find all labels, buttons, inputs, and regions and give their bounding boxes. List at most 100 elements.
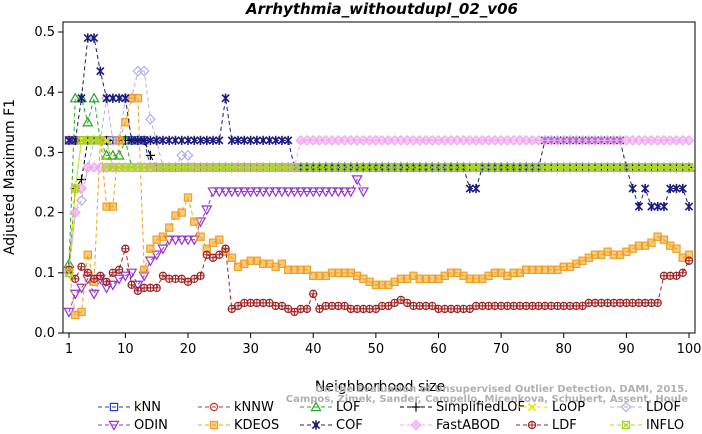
- legend-label: LDOF: [646, 400, 681, 415]
- legend-item-simplifiedlof: SimplifiedLOF: [400, 400, 525, 415]
- data-point: [202, 135, 211, 145]
- legend-marker: [621, 420, 631, 430]
- data-point: [77, 307, 86, 317]
- data-point: [666, 183, 675, 194]
- data-point: [158, 135, 168, 145]
- series-inflo: [64, 136, 694, 278]
- data-point: [684, 163, 694, 172]
- data-point: [75, 283, 88, 294]
- data-point: [107, 149, 119, 160]
- data-point: [307, 187, 319, 198]
- data-point: [653, 298, 662, 308]
- data-point: [89, 33, 99, 43]
- data-point: [114, 136, 124, 145]
- data-point: [119, 271, 131, 282]
- data-point: [215, 235, 224, 244]
- data-point: [277, 135, 287, 145]
- data-point: [71, 274, 80, 284]
- legend-item-knnw: kNNW: [198, 400, 274, 415]
- data-point: [177, 208, 186, 217]
- legend-marker: [527, 402, 537, 412]
- data-point: [647, 238, 656, 247]
- data-point: [108, 93, 118, 103]
- data-point: [139, 265, 149, 274]
- data-point: [628, 183, 637, 194]
- data-point: [64, 268, 74, 278]
- x-tick-label: 90: [618, 342, 635, 357]
- data-point: [309, 289, 318, 299]
- data-point: [176, 235, 188, 246]
- data-point: [221, 244, 230, 253]
- data-point: [190, 135, 199, 145]
- data-point: [107, 280, 119, 291]
- legend-item-lof: LOF: [300, 400, 361, 415]
- legend-label: FastABOD: [436, 418, 500, 433]
- series-line: [68, 178, 364, 313]
- legend-item-cof: COF: [300, 418, 363, 433]
- data-point: [69, 92, 81, 103]
- data-point: [165, 135, 174, 145]
- y-tick-label: 0.3: [34, 145, 55, 160]
- data-point: [213, 187, 225, 198]
- data-point: [659, 201, 669, 212]
- x-tick-label: 70: [493, 342, 510, 357]
- data-point: [257, 187, 269, 198]
- credit-line-2: Campos, Zimek, Sander, Campello, Micenko…: [286, 394, 688, 405]
- x-tick-label: 10: [117, 342, 134, 357]
- legend-marker: [527, 420, 537, 430]
- data-point: [77, 93, 86, 103]
- legend-marker: [311, 420, 321, 430]
- x-axis-label: Neighborhood size: [315, 379, 445, 395]
- data-point: [684, 256, 694, 265]
- x-tick-label: 20: [180, 342, 197, 357]
- data-point: [227, 135, 236, 145]
- legend-label: COF: [336, 418, 363, 433]
- data-point: [114, 93, 124, 103]
- data-point: [345, 187, 357, 198]
- data-point: [69, 207, 81, 219]
- legend-item-knn: kNN: [98, 400, 161, 415]
- data-point: [108, 202, 118, 211]
- data-point: [77, 262, 86, 271]
- x-axis: 1 10 20 30 40 50 60 70 80 90 100: [65, 333, 701, 357]
- data-point: [133, 94, 143, 103]
- data-point: [157, 244, 169, 255]
- legend-label: KDEOS: [234, 418, 279, 433]
- data-point: [102, 93, 111, 103]
- data-point: [169, 235, 182, 246]
- x-tick-label: 30: [242, 342, 259, 357]
- data-point: [647, 201, 656, 212]
- data-point: [277, 259, 287, 268]
- data-point: [471, 183, 481, 194]
- data-point: [165, 223, 174, 232]
- data-point: [221, 93, 230, 103]
- y-tick-label: 0.5: [34, 25, 55, 40]
- data-point: [252, 135, 262, 145]
- data-point: [232, 187, 244, 198]
- legend: kNN kNNW LOF SimplifiedLOF LoOP LDOF ODIN KDEOS…: [98, 400, 684, 433]
- data-point: [263, 187, 276, 198]
- data-point: [113, 149, 125, 160]
- legend-label: ODIN: [134, 418, 168, 433]
- series-line: [68, 139, 689, 267]
- data-point: [288, 187, 301, 198]
- y-tick-label: 0.4: [34, 85, 55, 100]
- data-point: [138, 65, 150, 77]
- data-point: [320, 187, 332, 198]
- data-point: [246, 135, 255, 145]
- data-point: [146, 244, 155, 253]
- data-point: [102, 277, 111, 287]
- x-tick-label: 60: [430, 342, 447, 357]
- data-point: [240, 135, 249, 145]
- data-point: [295, 187, 307, 198]
- data-point: [265, 135, 274, 145]
- data-point: [100, 149, 113, 160]
- data-point: [357, 187, 369, 198]
- legend-marker: [109, 402, 119, 412]
- legend-item-kdeos: KDEOS: [198, 418, 279, 433]
- data-point: [139, 135, 149, 145]
- data-point: [152, 283, 161, 293]
- data-point: [653, 201, 662, 212]
- data-point: [201, 205, 213, 216]
- data-point: [227, 253, 237, 262]
